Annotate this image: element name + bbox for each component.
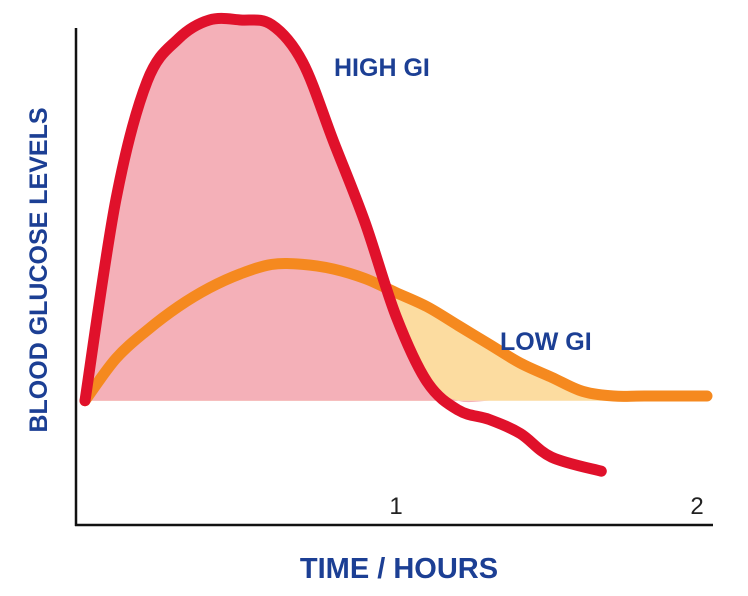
series-line-high-gi xyxy=(79,12,607,477)
y-axis-title: BLOOD GLUCOSE LEVELS xyxy=(25,107,53,432)
x-axis-title: TIME / HOURS xyxy=(300,553,498,585)
area-fill-high-gi xyxy=(85,18,602,403)
series-lines xyxy=(79,12,713,477)
area-fills xyxy=(85,18,707,403)
series-label-low-gi: LOW GI xyxy=(500,328,592,356)
x-tick-label-2: 2 xyxy=(690,493,703,520)
series-label-high-gi: HIGH GI xyxy=(334,54,430,82)
x-tick-label-1: 1 xyxy=(389,493,402,520)
